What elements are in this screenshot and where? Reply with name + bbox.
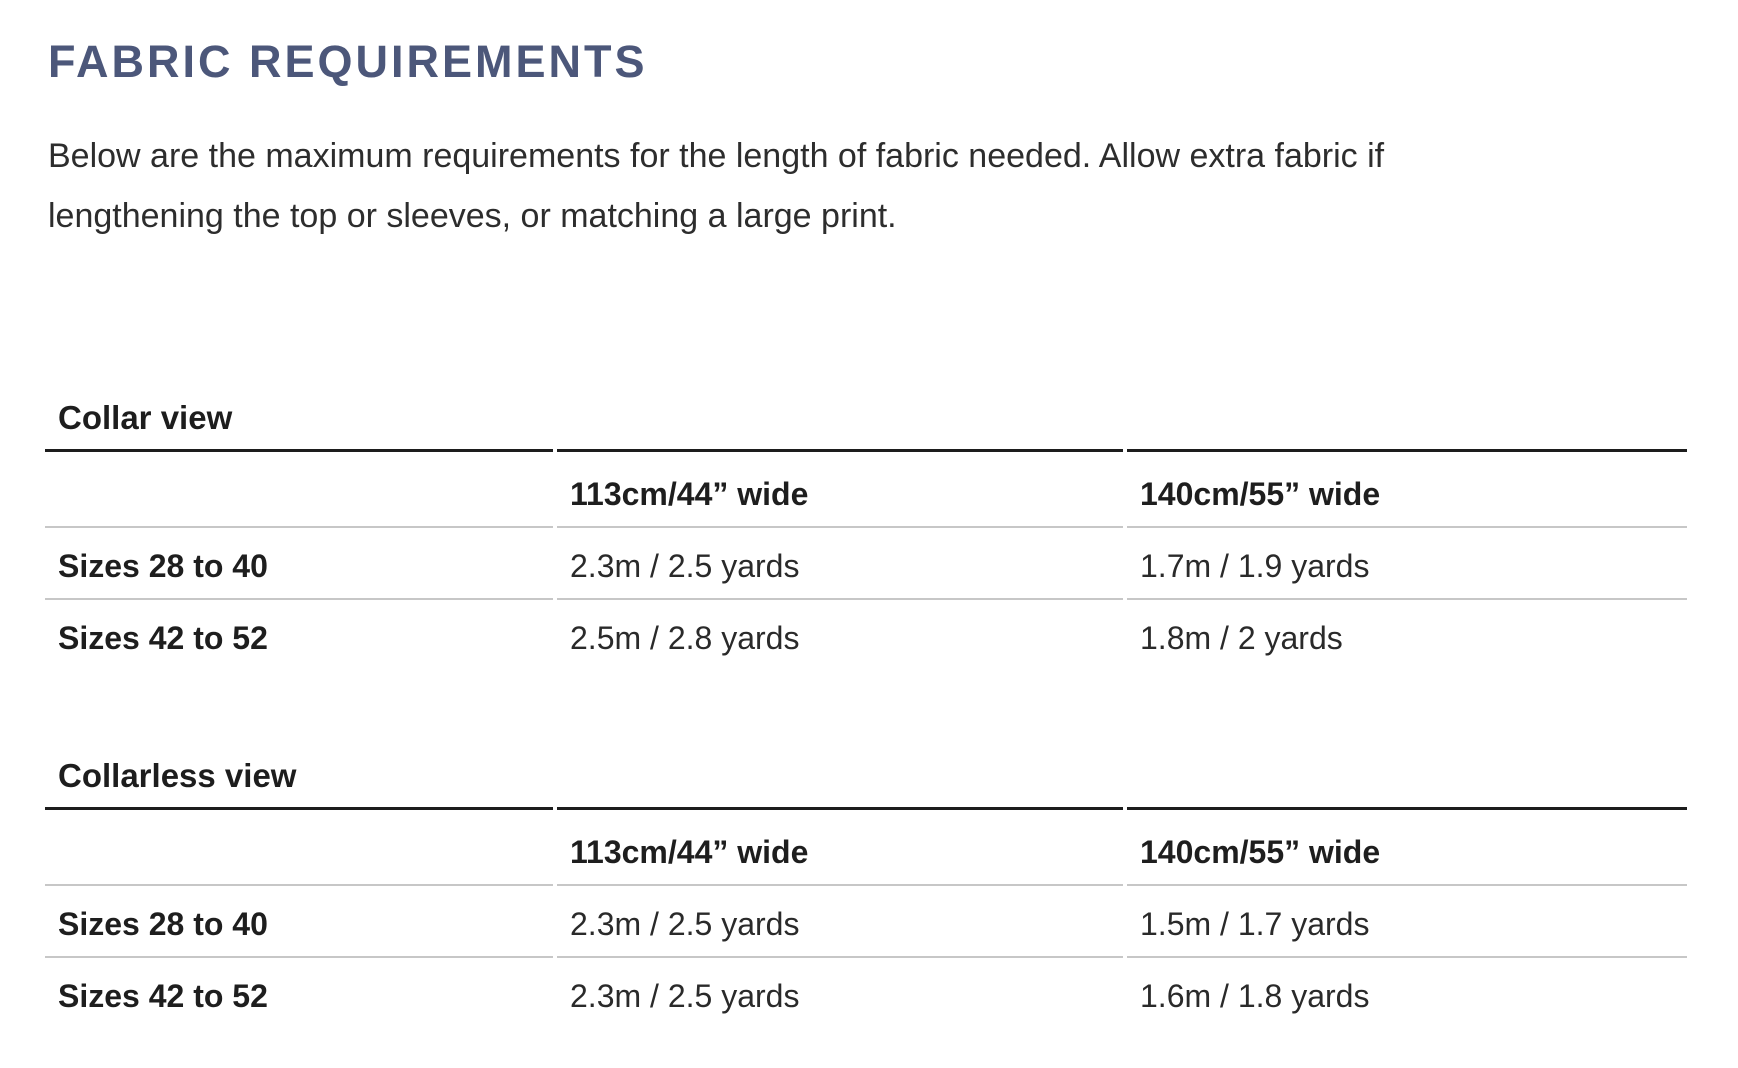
empty-header-cell (45, 807, 553, 886)
column-header-113cm: 113cm/44” wide (557, 449, 1123, 528)
table-header-row: 113cm/44” wide 140cm/55” wide (45, 807, 1687, 886)
table-row: Sizes 28 to 40 2.3m / 2.5 yards 1.7m / 1… (45, 528, 1687, 600)
row-label-sizes-42-52: Sizes 42 to 52 (58, 978, 268, 1014)
column-header-140cm: 140cm/55” wide (1127, 807, 1687, 886)
table-row: Sizes 42 to 52 2.5m / 2.8 yards 1.8m / 2… (45, 600, 1687, 670)
row-label-sizes-42-52: Sizes 42 to 52 (58, 620, 268, 656)
cell-value: 1.8m / 2 yards (1140, 620, 1343, 656)
cell-value: 1.7m / 1.9 yards (1127, 528, 1687, 600)
cell-value: 2.5m / 2.8 yards (570, 620, 800, 656)
cell-value: 2.3m / 2.5 yards (557, 886, 1123, 958)
table-header-row: 113cm/44” wide 140cm/55” wide (45, 449, 1687, 528)
row-label-sizes-28-40: Sizes 28 to 40 (45, 528, 553, 600)
collarless-view-caption: Collarless view (58, 757, 297, 794)
cell-value: 1.5m / 1.7 yards (1127, 886, 1687, 958)
row-label-sizes-28-40: Sizes 28 to 40 (45, 886, 553, 958)
cell-value: 2.3m / 2.5 yards (570, 978, 800, 1014)
column-header-140cm: 140cm/55” wide (1127, 449, 1687, 528)
table-row: Sizes 28 to 40 2.3m / 2.5 yards 1.5m / 1… (45, 886, 1687, 958)
cell-value: 1.6m / 1.8 yards (1140, 978, 1370, 1014)
collarless-view-table: 113cm/44” wide 140cm/55” wide Sizes 28 t… (41, 807, 1691, 1028)
collar-view-section: Collar view 113cm/44” wide 140cm/55” wid… (45, 398, 1690, 670)
cell-value: 2.3m / 2.5 yards (557, 528, 1123, 600)
empty-header-cell (45, 449, 553, 528)
table-row: Sizes 42 to 52 2.3m / 2.5 yards 1.6m / 1… (45, 958, 1687, 1028)
page-title: FABRIC REQUIREMENTS (48, 36, 648, 87)
collar-view-caption: Collar view (58, 399, 233, 436)
collar-view-table: 113cm/44” wide 140cm/55” wide Sizes 28 t… (41, 449, 1691, 670)
collarless-view-section: Collarless view 113cm/44” wide 140cm/55”… (45, 756, 1690, 1028)
intro-paragraph: Below are the maximum requirements for t… (48, 137, 1385, 235)
column-header-113cm: 113cm/44” wide (557, 807, 1123, 886)
